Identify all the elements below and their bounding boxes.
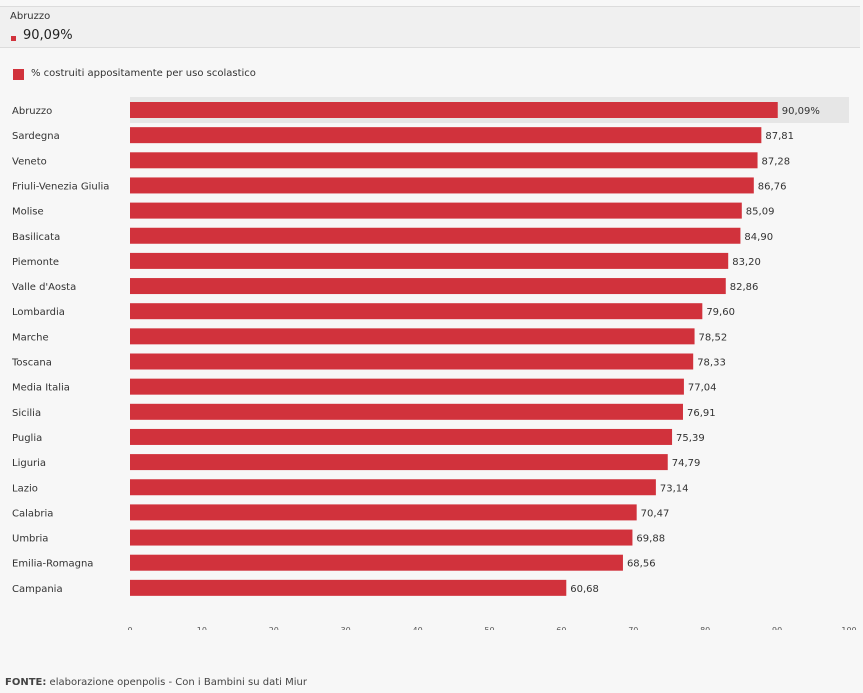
value-label: 70,47 — [641, 508, 670, 519]
category-label: Lazio — [12, 483, 38, 494]
category-label: Sardegna — [12, 131, 60, 142]
bar-chart: Abruzzo 90,09% Sardegna 87,81 Veneto 87,28 Fri… — [11, 97, 857, 630]
bar[interactable] — [130, 328, 695, 345]
value-label: 74,79 — [672, 458, 701, 469]
category-label: Veneto — [12, 156, 47, 167]
bar[interactable] — [130, 152, 758, 169]
tooltip-marker — [11, 36, 16, 41]
value-label: 86,76 — [758, 181, 787, 192]
category-label: Marche — [12, 332, 49, 343]
category-label: Umbria — [12, 534, 48, 545]
bar[interactable] — [130, 102, 778, 118]
category-label: Sicilia — [12, 408, 41, 419]
value-label: 76,91 — [687, 408, 716, 419]
value-label: 82,86 — [730, 282, 759, 293]
source-label: FONTE: — [5, 677, 47, 688]
value-label: 75,39 — [676, 433, 705, 444]
x-tick-label: 0 — [127, 626, 132, 630]
bar[interactable] — [130, 278, 726, 295]
legend-swatch — [13, 69, 24, 80]
bar[interactable] — [130, 428, 673, 445]
bar[interactable] — [130, 252, 729, 269]
value-label: 85,09 — [746, 207, 775, 218]
bar[interactable] — [130, 403, 683, 420]
tooltip-value: 90,09% — [23, 28, 73, 43]
category-label: Liguria — [12, 458, 46, 469]
category-label: Puglia — [12, 433, 42, 444]
x-tick-label: 90 — [772, 626, 782, 630]
bar[interactable] — [130, 504, 637, 521]
category-label: Calabria — [12, 508, 53, 519]
value-label: 87,81 — [765, 131, 794, 142]
value-label: 87,28 — [762, 156, 791, 167]
bar[interactable] — [130, 202, 742, 219]
bar[interactable] — [130, 353, 694, 370]
value-label: 90,09% — [782, 106, 820, 117]
category-label: Abruzzo — [12, 106, 52, 117]
value-label: 69,88 — [636, 534, 665, 545]
category-label: Piemonte — [12, 257, 59, 268]
value-label: 68,56 — [627, 559, 656, 570]
tooltip: Abruzzo 90,09% — [0, 6, 860, 48]
category-label: Lombardia — [12, 307, 65, 318]
category-label: Campania — [12, 584, 63, 595]
bar[interactable] — [130, 529, 633, 546]
category-label: Toscana — [11, 358, 52, 369]
value-label: 78,52 — [699, 332, 728, 343]
category-label: Molise — [12, 207, 44, 218]
value-label: 77,04 — [688, 383, 717, 394]
x-tick-label: 50 — [484, 626, 494, 630]
source-text: elaborazione openpolis - Con i Bambini s… — [46, 677, 307, 688]
tooltip-region: Abruzzo — [10, 11, 51, 22]
x-tick-label: 80 — [700, 626, 710, 630]
category-label: Friuli-Venezia Giulia — [12, 181, 109, 192]
value-label: 60,68 — [570, 584, 599, 595]
x-tick-label: 10 — [197, 626, 207, 630]
category-label: Basilicata — [12, 232, 60, 243]
bar[interactable] — [130, 303, 703, 320]
category-label: Valle d'Aosta — [12, 282, 76, 293]
bar[interactable] — [130, 127, 762, 144]
category-label: Media Italia — [12, 383, 70, 394]
value-label: 83,20 — [732, 257, 761, 268]
bar[interactable] — [130, 177, 754, 194]
x-tick-label: 100 — [841, 626, 856, 630]
bar[interactable] — [130, 554, 623, 571]
value-label: 73,14 — [660, 483, 689, 494]
bar[interactable] — [130, 454, 668, 471]
value-label: 79,60 — [706, 307, 735, 318]
bar[interactable] — [130, 378, 684, 395]
source-note: FONTE: elaborazione openpolis - Con i Ba… — [5, 677, 307, 688]
bar[interactable] — [130, 479, 656, 496]
x-tick-label: 60 — [556, 626, 566, 630]
x-tick-label: 40 — [413, 626, 423, 630]
value-label: 78,33 — [697, 358, 726, 369]
x-tick-label: 20 — [269, 626, 279, 630]
bar[interactable] — [130, 579, 567, 596]
legend-label: % costruiti appositamente per uso scolas… — [31, 68, 256, 79]
value-label: 84,90 — [744, 232, 773, 243]
category-label: Emilia-Romagna — [12, 559, 93, 570]
x-tick-label: 70 — [628, 626, 638, 630]
x-tick-label: 30 — [341, 626, 351, 630]
bar[interactable] — [130, 227, 741, 244]
